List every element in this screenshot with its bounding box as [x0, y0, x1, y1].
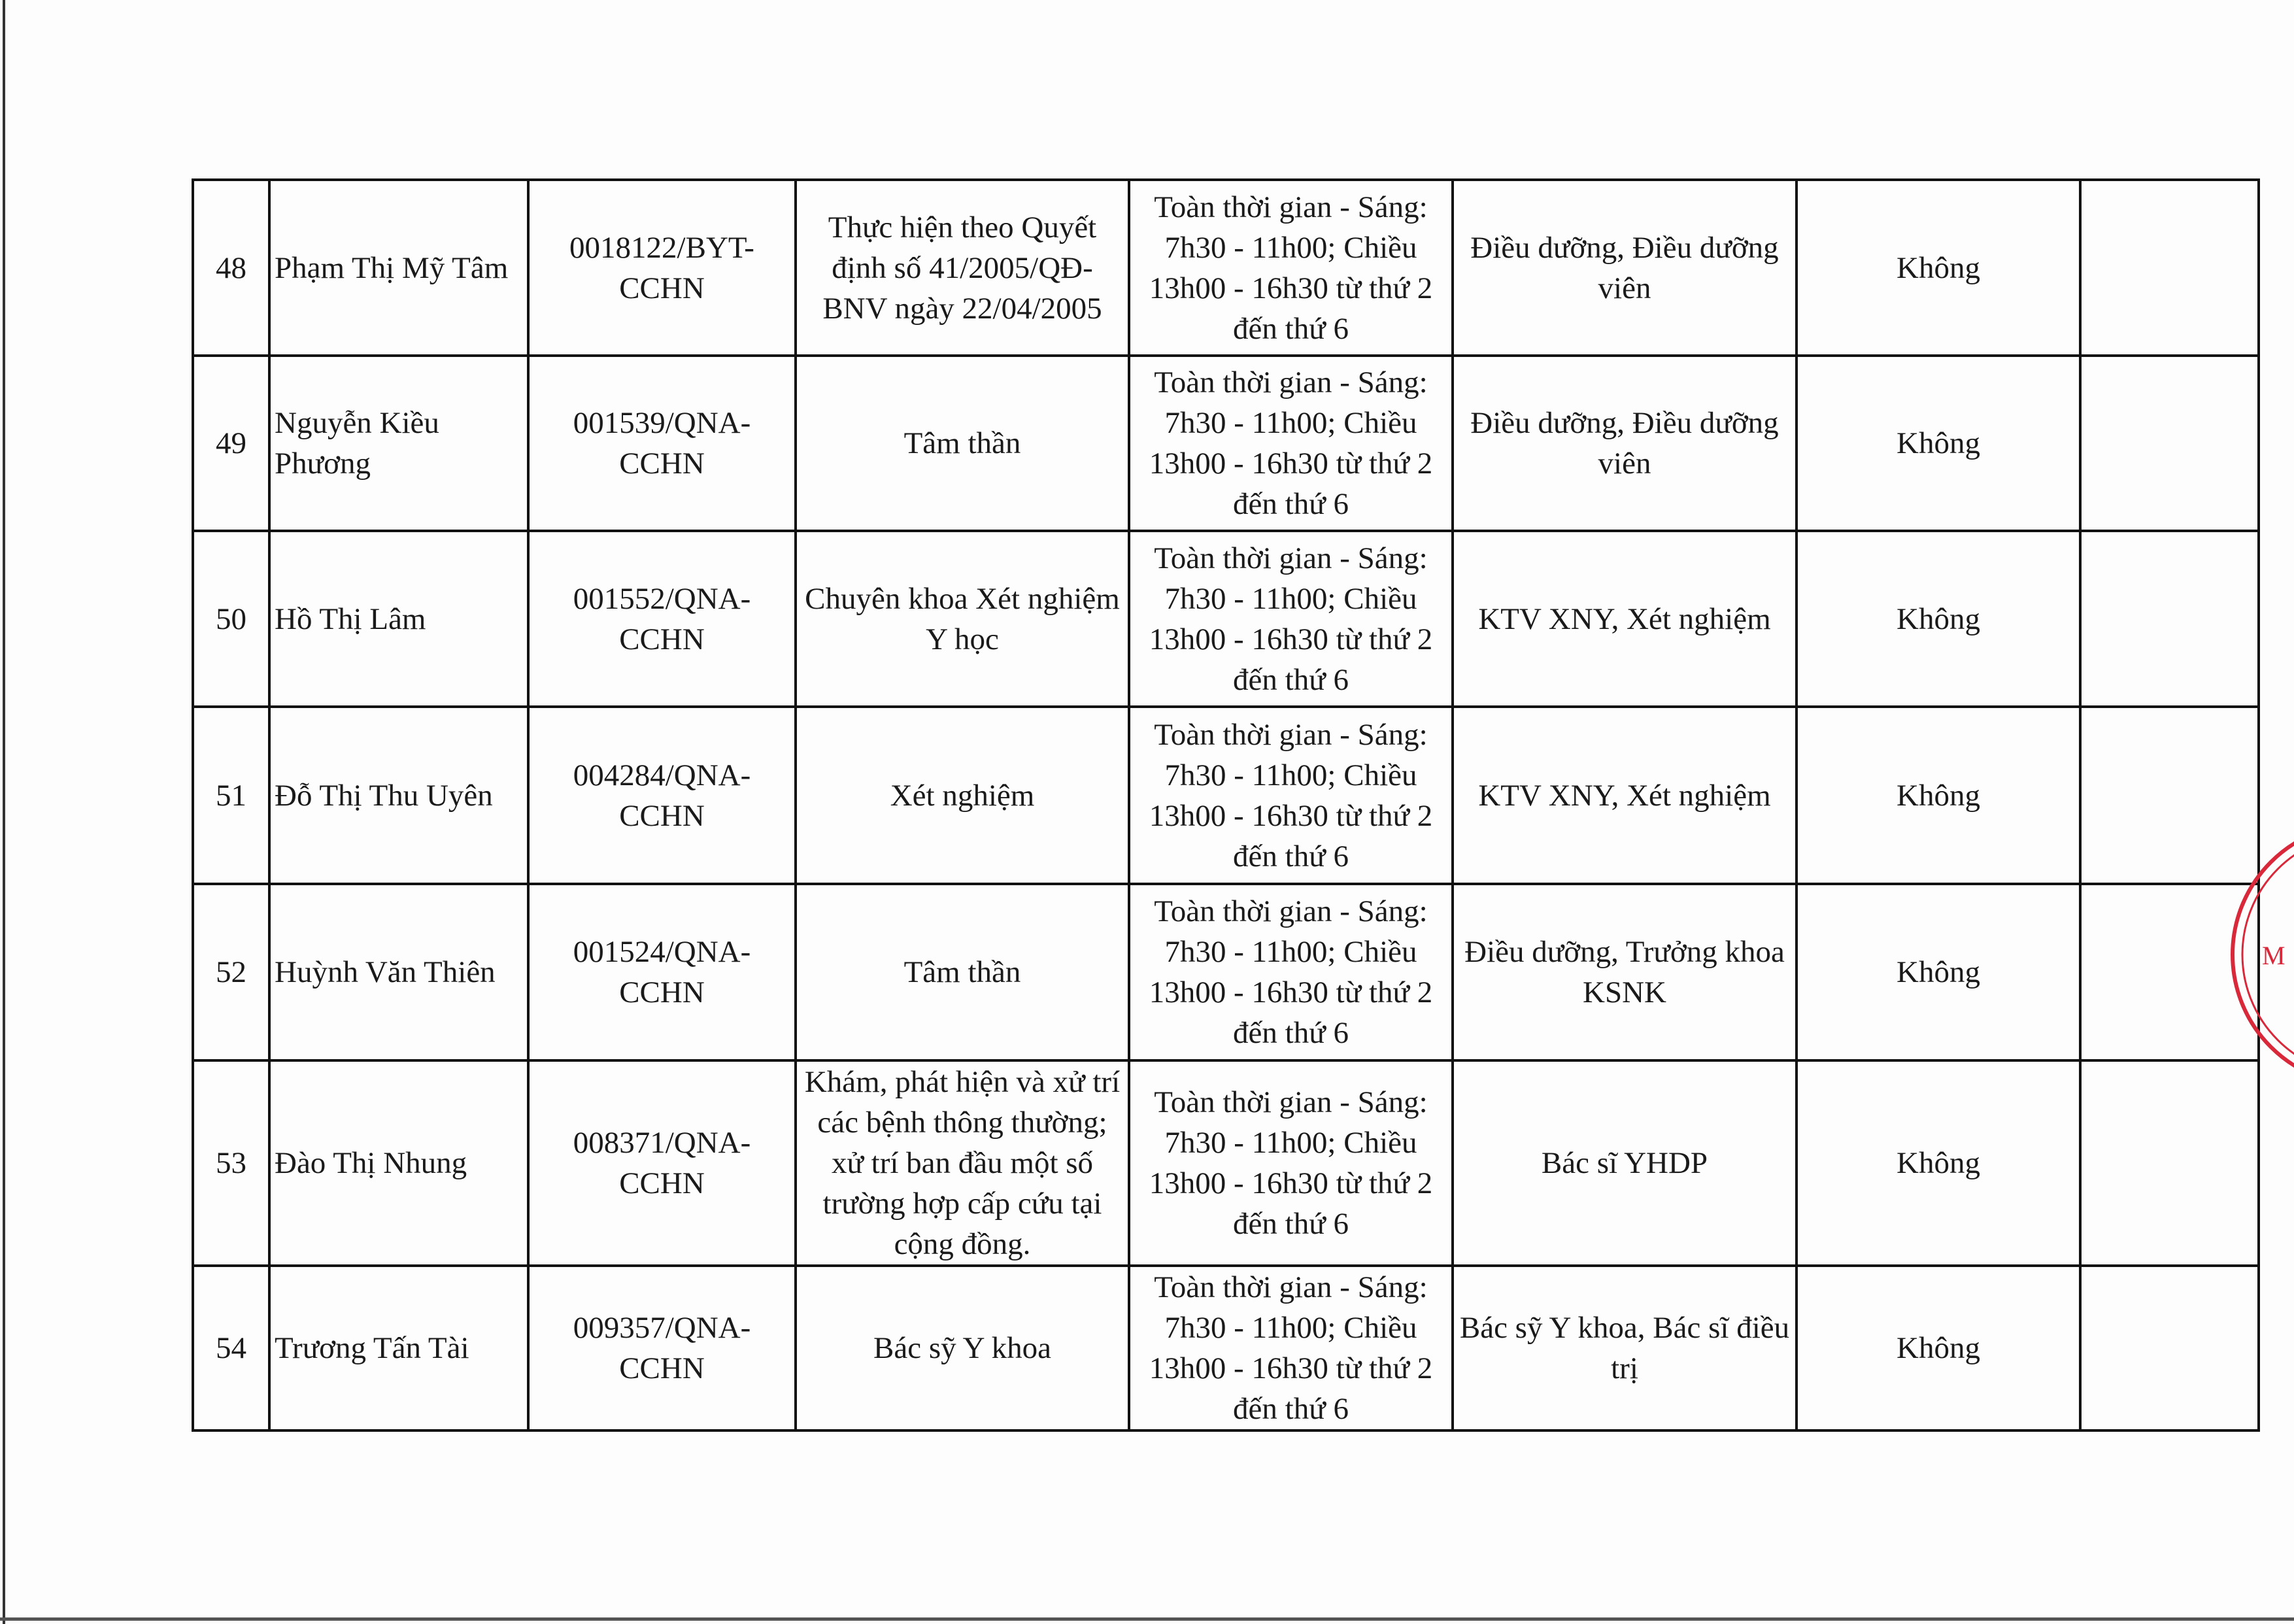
certificate-number-cell: 001539/QNA-CCHN: [527, 354, 797, 532]
other-workplace-cell: Không: [1795, 1059, 2082, 1267]
note-cell: [2079, 883, 2260, 1062]
practice-scope-cell: Tâm thần: [794, 354, 1130, 532]
table-row: 53 Đào Thị Nhung 008371/QNA-CCHN Khám, phát…: [192, 1059, 2260, 1267]
row-number-cell: 52: [192, 883, 271, 1062]
certificate-number-cell: 009357/QNA-CCHN: [527, 1264, 797, 1432]
job-position-cell: Điều dưỡng, Trưởng khoa KSNK: [1451, 883, 1798, 1062]
working-hours-cell: Toàn thời gian - Sáng: 7h30 - 11h00; Chi…: [1128, 1264, 1454, 1432]
practice-scope-cell: Thực hiện theo Quyết định số 41/2005/QĐ-…: [794, 178, 1130, 357]
note-cell: [2079, 705, 2260, 885]
row-number-cell: 49: [192, 354, 271, 532]
staff-table: 48 Phạm Thị Mỹ Tâm 0018122/BYT-CCHN Thực hi…: [192, 178, 2260, 1432]
other-workplace-cell: Không: [1795, 530, 2082, 708]
practice-scope-cell: Tâm thần: [794, 883, 1130, 1062]
practice-scope-cell: Chuyên khoa Xét nghiệm Y học: [794, 530, 1130, 708]
other-workplace-cell: Không: [1795, 178, 2082, 357]
staff-name-cell: Trương Tấn Tài: [268, 1264, 530, 1432]
practice-scope-cell: Xét nghiệm: [794, 705, 1130, 885]
working-hours-cell: Toàn thời gian - Sáng: 7h30 - 11h00; Chi…: [1128, 705, 1454, 885]
table-row: 51 Đỗ Thị Thu Uyên 004284/QNA-CCHN Xét nghi…: [192, 705, 2260, 885]
note-cell: [2079, 530, 2260, 708]
note-cell: [2079, 1059, 2260, 1267]
note-cell: [2079, 354, 2260, 532]
scan-edge-left: [3, 0, 5, 1624]
job-position-cell: Bác sỹ Y khoa, Bác sĩ điều trị: [1451, 1264, 1798, 1432]
staff-name-cell: Huỳnh Văn Thiên: [268, 883, 530, 1062]
certificate-number-cell: 004284/QNA-CCHN: [527, 705, 797, 885]
row-number-cell: 54: [192, 1264, 271, 1432]
note-cell: [2079, 1264, 2260, 1432]
staff-name-cell: Nguyễn Kiều Phương: [268, 354, 530, 532]
row-number-cell: 51: [192, 705, 271, 885]
table-row: 48 Phạm Thị Mỹ Tâm 0018122/BYT-CCHN Thực hi…: [192, 178, 2260, 357]
table-row: 49 Nguyễn Kiều Phương 001539/QNA-CCHN Tâm t…: [192, 354, 2260, 532]
certificate-number-cell: 008371/QNA-CCHN: [527, 1059, 797, 1267]
row-number-cell: 53: [192, 1059, 271, 1267]
table-row: 52 Huỳnh Văn Thiên 001524/QNA-CCHN Tâm thần…: [192, 883, 2260, 1062]
scan-edge-bottom: [0, 1617, 2294, 1621]
red-seal-stamp: M: [2231, 841, 2294, 1068]
certificate-number-cell: 001552/QNA-CCHN: [527, 530, 797, 708]
staff-name-cell: Đỗ Thị Thu Uyên: [268, 705, 530, 885]
staff-name-cell: Hồ Thị Lâm: [268, 530, 530, 708]
certificate-number-cell: 001524/QNA-CCHN: [527, 883, 797, 1062]
practice-scope-cell: Khám, phát hiện và xử trí các bệnh thông…: [794, 1059, 1130, 1267]
other-workplace-cell: Không: [1795, 705, 2082, 885]
row-number-cell: 50: [192, 530, 271, 708]
other-workplace-cell: Không: [1795, 883, 2082, 1062]
other-workplace-cell: Không: [1795, 354, 2082, 532]
staff-name-cell: Phạm Thị Mỹ Tâm: [268, 178, 530, 357]
job-position-cell: Điều dưỡng, Điều dưỡng viên: [1451, 178, 1798, 357]
working-hours-cell: Toàn thời gian - Sáng: 7h30 - 11h00; Chi…: [1128, 883, 1454, 1062]
certificate-number-cell: 0018122/BYT-CCHN: [527, 178, 797, 357]
table-row: 54 Trương Tấn Tài 009357/QNA-CCHN Bác sỹ Y …: [192, 1264, 2260, 1432]
job-position-cell: KTV XNY, Xét nghiệm: [1451, 530, 1798, 708]
working-hours-cell: Toàn thời gian - Sáng: 7h30 - 11h00; Chi…: [1128, 1059, 1454, 1267]
job-position-cell: KTV XNY, Xét nghiệm: [1451, 705, 1798, 885]
job-position-cell: Bác sĩ YHDP: [1451, 1059, 1798, 1267]
row-number-cell: 48: [192, 178, 271, 357]
working-hours-cell: Toàn thời gian - Sáng: 7h30 - 11h00; Chi…: [1128, 178, 1454, 357]
svg-text:M: M: [2262, 941, 2286, 970]
job-position-cell: Điều dưỡng, Điều dưỡng viên: [1451, 354, 1798, 532]
staff-name-cell: Đào Thị Nhung: [268, 1059, 530, 1267]
working-hours-cell: Toàn thời gian - Sáng: 7h30 - 11h00; Chi…: [1128, 354, 1454, 532]
other-workplace-cell: Không: [1795, 1264, 2082, 1432]
practice-scope-cell: Bác sỹ Y khoa: [794, 1264, 1130, 1432]
table-row: 50 Hồ Thị Lâm 001552/QNA-CCHN Chuyên khoa X…: [192, 530, 2260, 708]
note-cell: [2079, 178, 2260, 357]
working-hours-cell: Toàn thời gian - Sáng: 7h30 - 11h00; Chi…: [1128, 530, 1454, 708]
